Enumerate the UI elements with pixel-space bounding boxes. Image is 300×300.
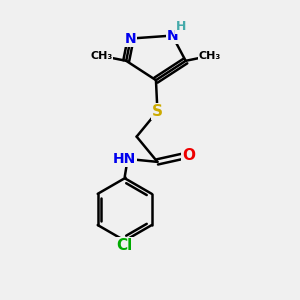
Text: CH₃: CH₃ (198, 51, 220, 61)
Text: N: N (167, 28, 178, 43)
Text: CH₃: CH₃ (90, 51, 113, 61)
Text: Cl: Cl (117, 238, 133, 253)
Text: H: H (176, 20, 186, 33)
Text: N: N (125, 32, 136, 46)
Text: O: O (182, 148, 195, 164)
Text: S: S (152, 104, 163, 119)
Text: HN: HN (112, 152, 136, 166)
